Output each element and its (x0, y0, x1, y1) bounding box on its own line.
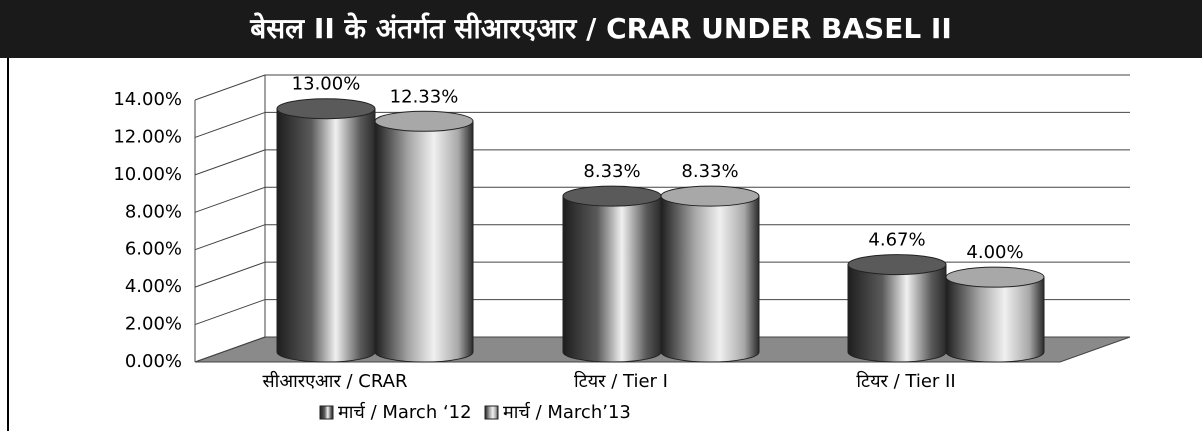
value-label: 13.00% (292, 74, 361, 95)
cylinder (562, 195, 662, 363)
cylinder-top (276, 98, 376, 120)
y-tick-label: 12.00% (113, 126, 182, 147)
grid-line-side (194, 261, 266, 288)
value-label: 12.33% (390, 86, 459, 107)
grid-line-side (194, 74, 266, 101)
cylinder-top (562, 185, 662, 207)
cylinder (276, 108, 376, 363)
x-tick-label: टियर / Tier I (574, 370, 668, 392)
grid-line-side (194, 111, 266, 138)
legend-swatch (319, 405, 334, 420)
y-tick-label: 0.00% (125, 351, 182, 372)
cylinder-top (945, 266, 1045, 288)
legend-label: मार्च / March ‘12 (338, 401, 472, 423)
chart-title: बेसल II के अंतर्गत सीआरएआर / CRAR UNDER … (249, 12, 952, 45)
cylinder (660, 195, 760, 363)
x-tick-label: सीआरएआर / CRAR (263, 370, 408, 392)
grid-line-side (194, 186, 266, 213)
legend-swatch (484, 405, 499, 420)
cylinder-top (374, 110, 474, 132)
grid-line-side (194, 224, 266, 251)
grid-line-side (194, 336, 266, 363)
y-tick-label: 6.00% (125, 239, 182, 260)
value-label: 4.00% (966, 242, 1023, 263)
cylinder-top (660, 185, 760, 207)
y-tick-label: 2.00% (125, 314, 182, 335)
cylinder-top (847, 254, 947, 276)
grid-line-side (194, 149, 266, 176)
legend-label: मार्च / March’13 (503, 401, 631, 423)
y-tick-label: 8.00% (125, 201, 182, 222)
y-tick-label: 14.00% (113, 89, 182, 110)
title-bar (0, 0, 1202, 58)
x-tick-label: टियर / Tier II (856, 370, 955, 392)
grid-line-side (194, 299, 266, 326)
value-label: 8.33% (583, 161, 640, 182)
cylinder (847, 264, 947, 363)
value-label: 8.33% (681, 161, 738, 182)
y-tick-label: 4.00% (125, 276, 182, 297)
y-tick-label: 10.00% (113, 164, 182, 185)
cylinder (945, 276, 1045, 363)
cylinder (374, 120, 474, 363)
value-label: 4.67% (868, 230, 925, 251)
